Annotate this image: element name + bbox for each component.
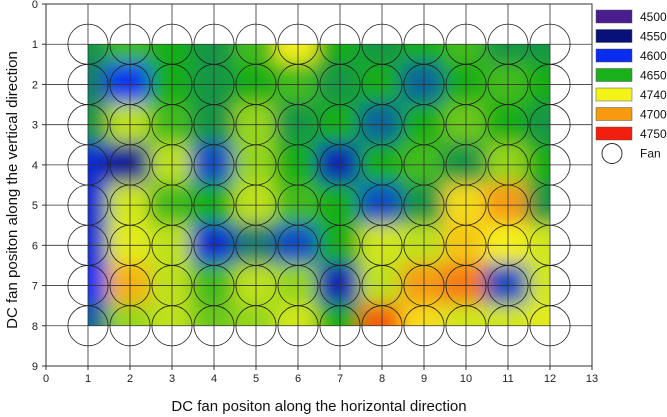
fan-circle-r8-c7 [319,305,361,347]
heatmap-cells [88,44,550,326]
legend-swatch-4500 [595,9,633,24]
x-axis-ticks: 0 1 2 3 4 5 6 7 8 9 10 11 12 13 [43,366,598,385]
x-tick-label: 2 [127,373,133,385]
y-tick-label: 6 [32,240,38,252]
heat-cell-r1-c12 [527,44,550,67]
x-tick-label: 9 [421,373,427,385]
x-tick-label: 11 [502,373,513,385]
x-axis-title: DC fan positon along the horizontal dire… [171,398,466,415]
x-tick-label: 5 [253,373,259,385]
x-tick-label: 8 [379,373,385,385]
fan-circle-r8-c5 [235,305,277,347]
x-tick-label: 13 [586,373,598,385]
legend-label: 4600 [640,49,667,63]
fan-circle-r8-c12 [529,305,571,347]
y-axis-title: DC fan positon along the vertical direct… [4,51,21,329]
heat-cell-r8-c12 [527,303,550,326]
y-axis-ticks: 0 1 2 3 4 5 6 7 8 9 [32,0,46,373]
fan-markers [67,23,571,347]
x-tick-label: 12 [544,373,556,385]
heat-cell-r1-c1 [88,44,111,67]
legend-label: 4550 [640,30,667,44]
legend-label: Fan [640,147,661,161]
legend-swatch-4550 [595,29,633,43]
x-tick-label: 10 [460,373,472,385]
y-tick-label: 5 [32,200,38,212]
y-tick-label: 9 [32,361,38,373]
fan-circle-r8-c9 [403,305,445,347]
legend-fan-swatch [601,143,623,164]
x-tick-label: 1 [85,373,91,385]
fan-circle-r8-c8 [361,305,403,347]
x-tick-label: 4 [211,373,217,385]
fan-circle-r8-c3 [151,305,193,347]
legend-swatch-4700 [595,107,633,121]
y-tick-label: 2 [32,79,38,91]
fan-circle-r8-c11 [487,305,529,347]
legend: 4500 4550 4600 4650 4740 4700 4750 Fan [595,9,667,164]
fan-circle-r8-c1 [67,305,109,347]
fan-circle-r8-c2 [109,305,151,347]
legend-swatch-4750 [595,126,633,141]
x-tick-label: 6 [295,373,301,385]
x-tick-label: 3 [169,373,175,385]
legend-label: 4700 [640,108,667,122]
legend-label: 4740 [640,88,667,102]
legend-label: 4650 [640,69,667,83]
x-tick-label: 0 [43,373,49,385]
legend-swatch-4740 [595,87,633,102]
fan-circle-r8-c4 [193,305,235,347]
y-tick-label: 1 [32,39,38,51]
y-tick-label: 0 [32,0,38,11]
y-tick-label: 3 [32,120,38,132]
y-tick-label: 4 [32,160,38,172]
legend-swatch-4650 [595,68,633,82]
y-tick-label: 8 [32,321,38,333]
fan-circle-r8-c10 [445,305,487,347]
x-tick-label: 7 [337,373,343,385]
y-tick-label: 7 [32,281,38,293]
legend-label: 4750 [640,127,667,141]
legend-label: 4500 [640,10,667,24]
fan-circle-r8-c6 [277,305,319,347]
legend-swatch-4600 [595,48,633,63]
heat-cell-r8-c1 [88,303,111,326]
